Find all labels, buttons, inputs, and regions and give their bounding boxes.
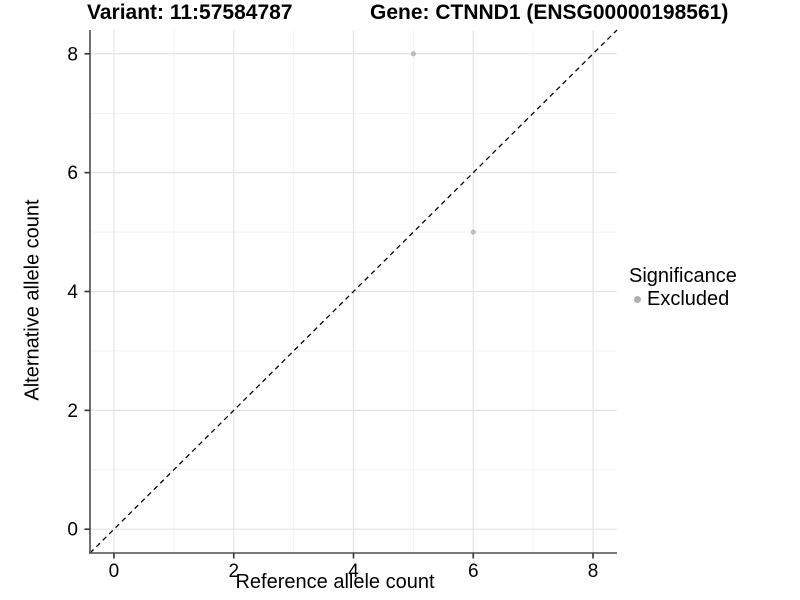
y-axis-label: Alternative allele count [21,199,44,401]
y-tick-label: 6 [67,163,78,184]
x-tick-label: 6 [468,561,479,582]
legend: Significance Excluded [629,265,799,310]
x-tick-label: 8 [588,561,599,582]
y-tick-label: 8 [67,44,78,65]
legend-entry-label: Excluded [647,288,730,310]
data-point [470,229,476,235]
identity-line [89,29,618,554]
variant-title: Variant: 11:57584787 [87,1,293,24]
y-tick-label: 2 [67,401,78,422]
x-tick-label: 0 [109,561,120,582]
gene-title: Gene: CTNND1 (ENSG00000198561) [370,1,729,24]
x-tick-label: 2 [228,561,239,582]
x-tick-label: 4 [348,561,359,582]
x-axis-label: Reference allele count [235,571,435,593]
legend-entry-excluded: Excluded [629,288,799,310]
y-tick-label: 4 [67,282,78,303]
y-tick-label: 0 [67,520,78,541]
data-point [410,51,416,57]
legend-title: Significance [629,265,737,287]
excluded-point-icon [634,295,641,303]
